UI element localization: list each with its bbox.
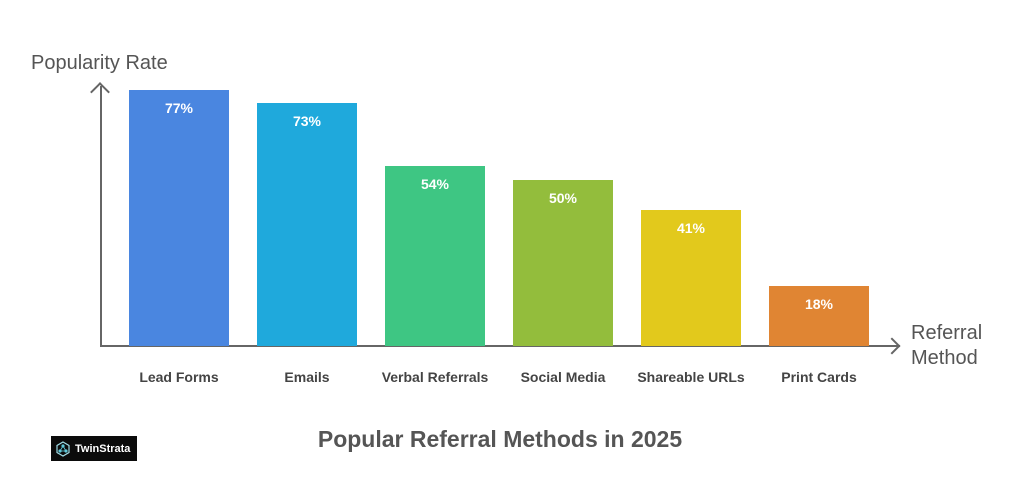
bar-value-label: 18% [804,296,834,312]
bar-value-label: 54% [420,176,450,192]
category-label: Shareable URLs [637,369,745,385]
bar-value-label: 73% [292,113,322,129]
bar-lead-forms: 77% [129,90,229,346]
bar-shareable-urls: 41% [641,210,741,346]
bar-value-label: 41% [676,220,706,236]
y-axis-line [100,86,102,347]
brand-name: TwinStrata [75,442,131,455]
y-axis-label: Popularity Rate [31,52,168,74]
x-axis-label-line1: Referral [911,322,983,344]
x-axis-line [100,345,900,347]
x-axis-label: Referral Method [911,321,982,371]
category-label: Verbal Referrals [381,369,489,385]
x-axis-arrow-icon [883,337,901,355]
bar-print-cards: 18% [769,286,869,346]
bar-emails: 73% [257,103,357,346]
category-label: Lead Forms [139,369,219,385]
bar-value-label: 50% [548,190,578,206]
y-axis-arrow-icon [90,82,110,102]
category-label: Social Media [520,369,606,385]
category-label: Print Cards [781,369,857,385]
bar-value-label: 77% [164,100,194,116]
brand-logo: TwinStrata [51,436,137,461]
x-axis-label-line2: Method [911,347,978,369]
chart-title: Popular Referral Methods in 2025 [317,426,683,452]
network-hexagon-icon [56,440,70,457]
category-label: Emails [284,369,330,385]
bar-social-media: 50% [513,180,613,346]
bar-verbal-referrals: 54% [385,166,485,346]
